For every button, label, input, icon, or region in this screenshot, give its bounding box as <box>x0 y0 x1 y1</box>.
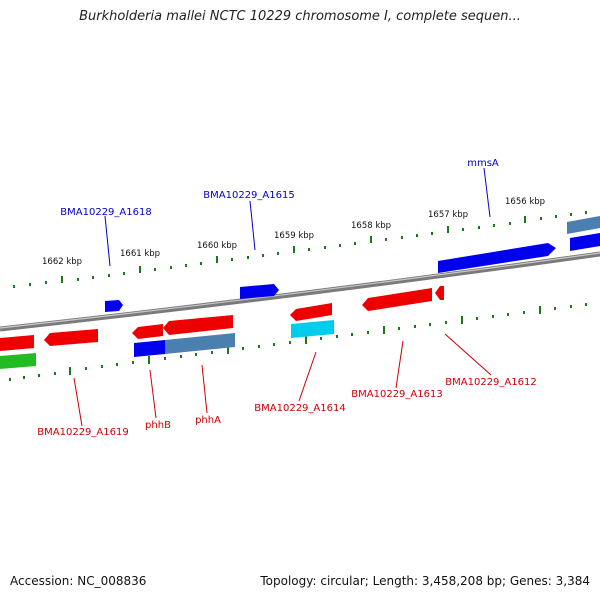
gene-feature[interactable] <box>44 329 98 346</box>
chromosome-backbone-highlight <box>0 252 600 329</box>
gene-label[interactable]: mmsA <box>467 158 499 169</box>
scale-label: 1660 kbp <box>197 241 237 251</box>
gene-feature[interactable] <box>362 288 432 311</box>
scale-label: 1659 kbp <box>274 231 314 241</box>
gene-label[interactable]: phhB <box>145 420 171 431</box>
chromosome-backbone <box>0 251 600 332</box>
leader-line <box>395 340 404 389</box>
forward-strand-genes <box>105 216 600 312</box>
gene-label[interactable]: BMA10229_A1619 <box>37 427 128 438</box>
gene-label[interactable]: BMA10229_A1612 <box>445 377 536 388</box>
scale-label: 1662 kbp <box>42 257 82 267</box>
gene-label[interactable]: BMA10229_A1614 <box>254 403 345 414</box>
gene-feature[interactable] <box>435 286 444 300</box>
gene-feature[interactable] <box>105 300 123 312</box>
gene-feature[interactable] <box>291 320 334 338</box>
leader-line <box>73 377 83 427</box>
leader-line <box>249 200 256 251</box>
leader-line <box>149 369 157 419</box>
scale-labels: 1662 kbp 1661 kbp 1660 kbp 1659 kbp 1658… <box>42 197 545 267</box>
gene-label[interactable]: BMA10229_A1618 <box>60 207 151 218</box>
scale-label: 1661 kbp <box>120 249 160 259</box>
label-leaders <box>73 167 492 427</box>
gene-label[interactable]: BMA10229_A1613 <box>351 389 442 400</box>
gene-feature[interactable] <box>0 335 34 351</box>
gene-feature[interactable] <box>438 243 556 273</box>
outer-tick-row <box>13 211 587 288</box>
map-title: Burkholderia mallei NCTC 10229 chromosom… <box>79 9 521 24</box>
gene-feature[interactable] <box>0 353 36 369</box>
gene-label[interactable]: phhA <box>195 415 221 426</box>
gene-feature[interactable] <box>163 315 233 335</box>
accession-text: Accession: NC_008836 <box>10 574 147 588</box>
leader-line <box>483 167 491 218</box>
inner-tick-row <box>9 303 587 381</box>
gene-feature[interactable] <box>165 333 235 354</box>
scale-label: 1657 kbp <box>428 210 468 220</box>
leader-line <box>104 215 111 267</box>
gene-label[interactable]: BMA10229_A1615 <box>203 190 294 201</box>
gene-feature[interactable] <box>240 284 279 299</box>
leader-line <box>201 364 208 414</box>
gene-feature[interactable] <box>570 233 600 251</box>
gene-feature[interactable] <box>132 324 163 339</box>
leader-line <box>444 333 492 376</box>
leader-line <box>298 351 317 402</box>
scale-label: 1658 kbp <box>351 221 391 231</box>
scale-label: 1656 kbp <box>505 197 545 207</box>
gene-feature[interactable] <box>134 340 165 357</box>
reverse-strand-genes <box>0 286 444 369</box>
gene-feature[interactable] <box>290 303 332 321</box>
gene-feature[interactable] <box>567 216 600 234</box>
topology-stats-text: Topology: circular; Length: 3,458,208 bp… <box>260 574 590 588</box>
gene-labels: BMA10229_A1618 BMA10229_A1615 mmsA BMA10… <box>37 158 536 438</box>
